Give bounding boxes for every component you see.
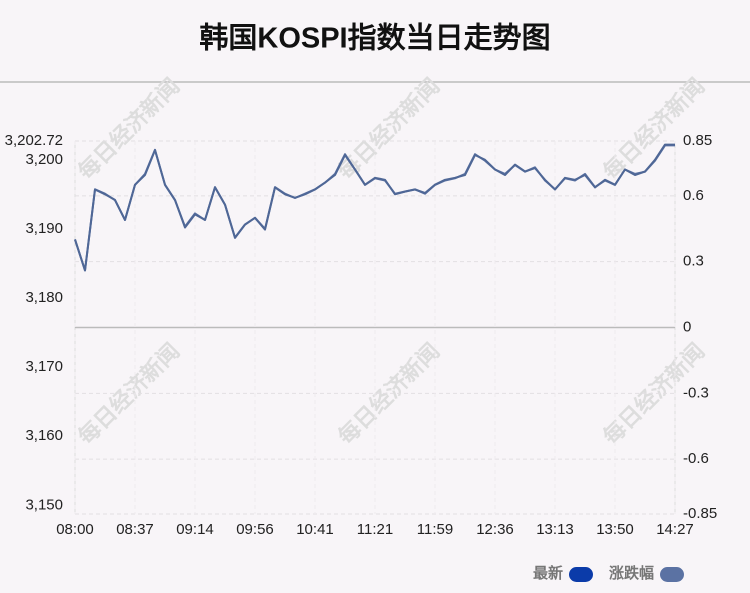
legend-swatch [660, 567, 684, 582]
x-tick-label: 08:37 [116, 521, 154, 538]
y-tick-label: 3,190 [25, 220, 63, 237]
x-tick-label: 13:13 [536, 521, 574, 538]
y2-tick-label: -0.85 [683, 505, 717, 522]
legend-swatch [569, 567, 593, 582]
x-tick-label: 13:50 [596, 521, 634, 538]
legend-label: 最新 [533, 564, 563, 582]
y-tick-label: 3,150 [25, 496, 63, 513]
legend-label: 涨跌幅 [609, 564, 654, 582]
x-tick-label: 10:41 [296, 521, 334, 538]
x-tick-label: 11:59 [417, 521, 453, 538]
y-tick-label: 3,160 [25, 427, 63, 444]
x-tick-label: 14:27 [656, 521, 694, 538]
y-tick-label: 3,202.72 [5, 132, 63, 149]
x-tick-label: 11:21 [357, 521, 393, 538]
y2-tick-label: 0.3 [683, 253, 704, 270]
x-tick-label: 09:14 [176, 521, 214, 538]
y-tick-label: 3,170 [25, 358, 63, 375]
y-tick-label: 3,180 [25, 289, 63, 306]
y2-tick-label: 0.85 [683, 132, 712, 149]
x-tick-label: 09:56 [236, 521, 274, 538]
y2-tick-label: -0.3 [683, 384, 709, 401]
series-line [74, 143, 675, 272]
x-tick-label: 12:36 [476, 521, 514, 538]
chart-title: 韩国KOSPI指数当日走势图 [199, 22, 550, 55]
x-tick-label: 08:00 [56, 521, 94, 538]
y2-tick-label: -0.6 [683, 450, 709, 467]
y2-tick-label: 0.6 [683, 187, 704, 204]
y2-tick-label: 0 [683, 318, 691, 335]
y-tick-label: 3,200 [25, 151, 63, 168]
